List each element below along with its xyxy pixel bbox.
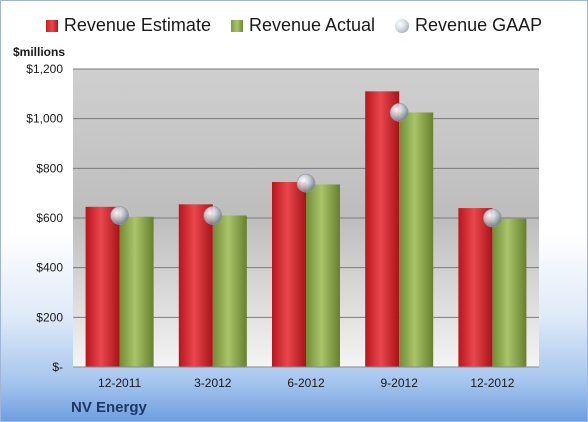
x-tick-label: 12-2011 — [98, 376, 141, 390]
bar-actual — [492, 218, 527, 367]
y-axis-unit-label: $millions — [13, 45, 66, 59]
bar-estimate — [85, 206, 120, 367]
legend-swatch-estimate — [45, 19, 58, 32]
y-tick-label: $600 — [36, 211, 63, 225]
bar-estimate — [272, 181, 306, 367]
y-tick-label: $800 — [36, 161, 63, 175]
legend-label-actual: Revenue Actual — [248, 15, 376, 35]
y-tick-label: $1,000 — [26, 112, 63, 126]
point-gaap — [203, 206, 223, 225]
bar-estimate — [365, 91, 400, 367]
legend-item-estimate: Revenue Estimate — [45, 15, 211, 36]
legend-label-gaap: Revenue GAAP — [415, 15, 543, 35]
legend-label-estimate: Revenue Estimate — [63, 15, 211, 35]
point-gaap — [389, 103, 409, 122]
x-tick-label: 12-2012 — [470, 376, 514, 390]
bar-actual — [399, 112, 434, 367]
legend-item-actual: Revenue Actual — [230, 15, 376, 36]
bar-actual — [212, 215, 247, 367]
bar-estimate — [458, 208, 493, 367]
y-axis-ticks: $- $200 $400 $600 $800 $1,000 $1,200 — [26, 62, 63, 374]
y-tick-label: $- — [52, 360, 63, 374]
y-tick-label: $400 — [36, 261, 63, 275]
gaap-points — [110, 103, 502, 228]
bar-actual — [119, 216, 154, 367]
x-tick-label: 6-2012 — [287, 376, 325, 390]
legend-item-gaap: Revenue GAAP — [395, 15, 542, 36]
point-gaap — [483, 208, 502, 228]
legend-swatch-actual — [230, 19, 243, 32]
y-tick-label: $1,200 — [26, 62, 63, 76]
legend-swatch-gaap — [395, 18, 410, 33]
point-gaap — [296, 173, 316, 193]
bars — [85, 91, 527, 367]
y-tick-label: $200 — [36, 310, 63, 324]
x-tick-label: 9-2012 — [381, 376, 419, 390]
bar-estimate — [178, 204, 213, 367]
x-tick-label: 3-2012 — [194, 376, 232, 390]
bar-actual — [306, 184, 340, 367]
company-name: NV Energy — [71, 399, 147, 416]
legend: Revenue Estimate Revenue Actual Revenue … — [1, 15, 587, 36]
point-gaap — [110, 206, 129, 225]
x-axis-ticks: 12-2011 3-2012 6-2012 9-2012 12-2012 — [98, 376, 515, 390]
